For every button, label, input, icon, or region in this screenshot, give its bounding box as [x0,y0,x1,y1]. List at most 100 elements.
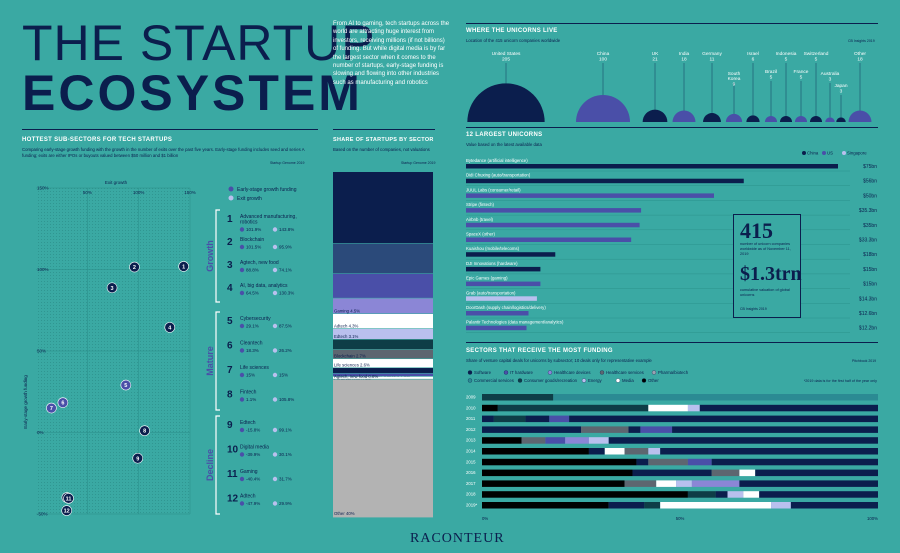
year-label: 2012 [466,427,476,432]
unicorn-bar [466,266,541,272]
unicorn-value-label: $50bn [863,193,877,199]
unicorn-value-label: $15bn [863,267,877,273]
funding-legend-dot [599,370,605,375]
subsector-name: AI, big data, analytics [240,283,288,289]
subsector-exit-value: 99.1% [279,428,292,433]
funding-segment [482,437,522,444]
funding-dot [239,397,245,402]
intro-text: From AI to gaming, tech startups across … [333,21,450,86]
funding-segment [656,480,677,487]
funding-legend-label: Consumer goods/recreation [524,378,578,383]
unicorn-value-label: $35bn [863,223,877,229]
unicorn-name: Stripe (fintech) [466,202,495,207]
scatter-point [46,402,57,414]
year-label: 2019* [466,503,478,508]
scatter-point-label: 5 [124,383,127,389]
y-tick-label: 50% [37,349,46,354]
country-count: 18 [857,57,863,63]
funding-segment [687,458,712,466]
funding-segment [581,426,629,433]
unicorn-value-caption: cumulative valuation of global unicorns [740,288,790,297]
share-segment [333,359,433,368]
unicorns-source: CB Insights 2019 [848,39,875,43]
funding-segment [549,415,570,423]
country-count: 9 [733,82,736,88]
subsector-number: 12 [227,494,239,505]
subsector-funding-value: 29.1% [246,324,259,329]
share-label: Cybersecurity 0.9% [334,377,371,382]
funding-segment [588,448,605,455]
funding-segment [521,437,546,444]
funding-segment [648,448,661,455]
country-name: Brazil [765,69,777,75]
year-label: 2017 [466,481,476,486]
year-label: 2018 [466,492,476,497]
share-segment [333,298,433,314]
funding-legend-dot [641,378,647,383]
subsector-name: robotics [240,220,258,226]
unicorn-bar [466,325,527,331]
subsectors-chart: 50%100%150%150%100%50%0%-50% 12345678910… [23,180,297,517]
exit-dot [272,244,278,250]
year-label: 2015 [466,459,476,464]
legend-dot [822,151,826,155]
scatter-point-label: 3 [111,286,114,292]
exit-dot [272,290,278,296]
share-segment [333,379,433,518]
funding-segment [739,480,878,487]
funding-dot [239,501,245,506]
subsector-name: Blockchain [240,237,264,243]
subsector-name: Gaming [240,469,258,475]
exit-dot [272,348,278,353]
share-label: Gaming 4.5% [334,309,360,314]
funding-segment [608,502,645,509]
country-bubble [764,115,778,122]
unicorn-name: JUUL Labs (consumer/retail) [466,187,521,192]
country-count: 100 [599,57,607,63]
subsector-name: Agtech, new food [240,260,279,266]
group-bracket [215,311,220,411]
country-count: 5 [785,57,788,63]
funding-segment [628,426,641,433]
country-count: 6 [752,57,755,63]
subsector-exit-value: 95.9% [279,245,292,250]
share-label: Blockchain 2.7% [334,354,366,359]
divider [22,129,318,130]
funding-dot [239,476,245,482]
x-tick-label: 100% [133,190,145,195]
country-bubble [809,115,823,122]
country-bubble [725,113,743,122]
funding-segment [588,437,609,444]
subsector-funding-value: 15% [246,373,255,378]
funding-segment [482,426,581,433]
subsector-number: 7 [227,365,233,376]
y-tick-label: -50% [37,512,48,517]
unicorn-name: Palantir Technologies (data management/a… [466,320,564,325]
country-count: 3 [829,77,832,83]
raconteur-logo: RACONTEUR [410,531,505,546]
funding-segment [482,502,609,509]
exit-dot [272,452,278,457]
funding-legend-dot [517,378,523,383]
country-bubble [703,113,721,122]
subsector-exit-value: 31.7% [279,477,292,482]
funding-segment [569,415,878,423]
share-segment [333,349,433,359]
funding-segment [648,404,688,412]
funding-segment [624,480,657,487]
subsector-exit-value: 26.2% [279,348,292,353]
divider [333,129,435,130]
funding-segment [482,491,688,498]
country-name: France [794,69,809,75]
funding-segment [687,491,716,498]
country-bubble [825,117,835,122]
x-tick-label: 150% [184,190,196,195]
share-source: Startup Genome 2019 [401,161,436,165]
unicorns-heading: WHERE THE UNICORNS LIVE [466,28,558,34]
share-label: Edtech 3.1% [334,334,359,339]
divider [466,23,878,24]
exit-dot [272,427,278,433]
scatter-point-label: 12 [64,509,70,515]
exit-dot [272,397,278,402]
unicorn-value-label: $12.6bn [859,311,877,317]
